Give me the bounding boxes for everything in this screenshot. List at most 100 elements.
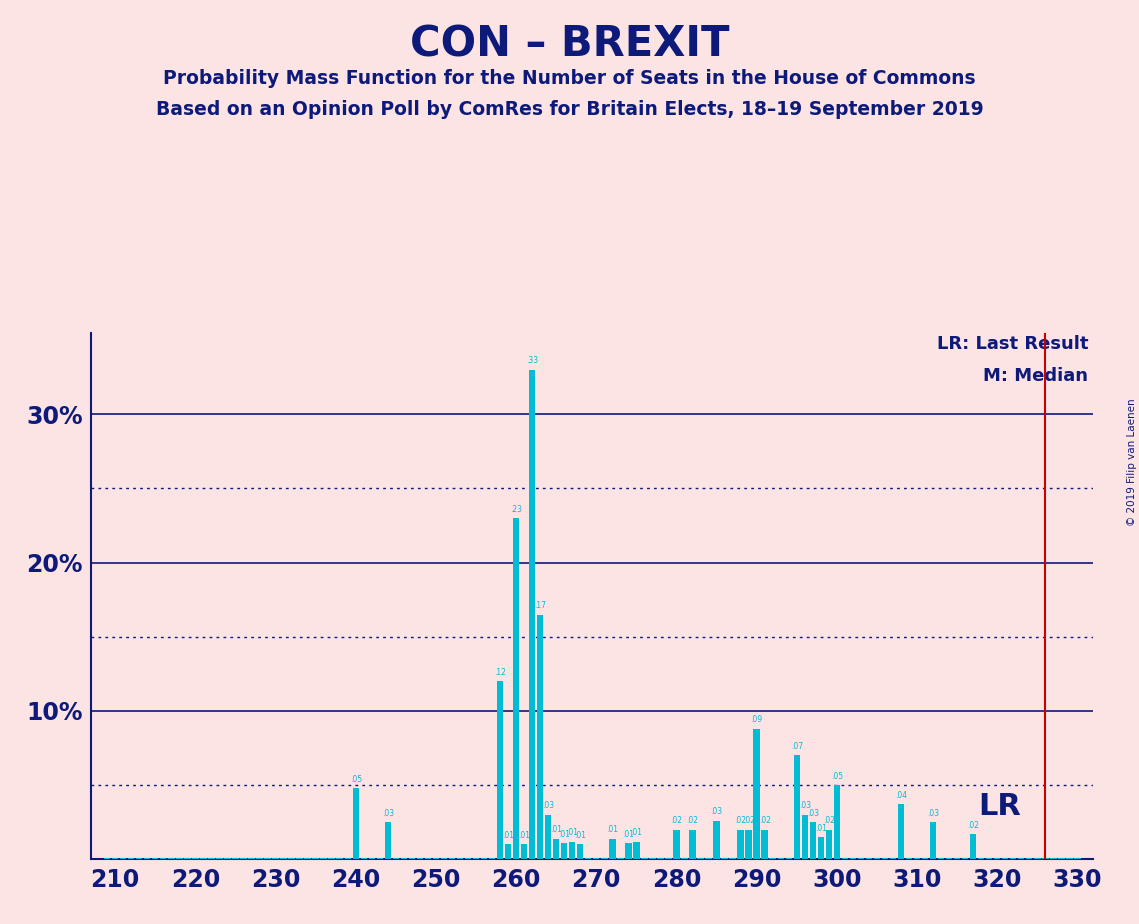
Bar [441, 857, 448, 859]
Bar [169, 857, 174, 859]
Bar [874, 857, 880, 859]
Bar [112, 857, 118, 859]
Bar [120, 857, 126, 859]
Bar [296, 857, 303, 859]
Bar [945, 857, 952, 859]
Bar [1010, 857, 1016, 859]
Bar [288, 857, 295, 859]
Bar [1026, 857, 1032, 859]
Bar [802, 815, 808, 859]
Bar [433, 857, 440, 859]
Bar [417, 857, 423, 859]
Bar [697, 857, 704, 859]
Bar [336, 857, 343, 859]
Bar [554, 839, 559, 859]
Bar [609, 839, 615, 859]
Bar [224, 857, 230, 859]
Bar [673, 830, 680, 859]
Bar [505, 845, 511, 859]
Text: .03: .03 [542, 801, 555, 810]
Text: .02: .02 [967, 821, 980, 830]
Text: © 2019 Filip van Laenen: © 2019 Filip van Laenen [1126, 398, 1137, 526]
Bar [617, 857, 623, 859]
Text: LR: Last Result: LR: Last Result [937, 335, 1089, 353]
Text: CON – BREXIT: CON – BREXIT [410, 23, 729, 65]
Bar [729, 857, 736, 859]
Text: .02: .02 [822, 816, 835, 825]
Bar [489, 857, 495, 859]
Bar [385, 822, 391, 859]
Bar [144, 857, 150, 859]
Bar [633, 842, 640, 859]
Bar [625, 843, 631, 859]
Bar [890, 857, 896, 859]
Bar [361, 857, 367, 859]
Text: .09: .09 [751, 715, 763, 724]
Text: .01: .01 [502, 831, 514, 840]
Bar [858, 857, 865, 859]
Text: .03: .03 [798, 801, 811, 810]
Bar [842, 857, 849, 859]
Bar [937, 857, 944, 859]
Bar [713, 821, 720, 859]
Bar [562, 843, 567, 859]
Bar [921, 857, 928, 859]
Bar [1002, 857, 1008, 859]
Bar [272, 857, 279, 859]
Bar [1034, 857, 1041, 859]
Text: .02: .02 [759, 816, 771, 825]
Bar [577, 845, 583, 859]
Bar [737, 830, 744, 859]
Bar [850, 857, 857, 859]
Bar [1018, 857, 1024, 859]
Bar [866, 857, 872, 859]
Bar [544, 815, 551, 859]
Bar [473, 857, 480, 859]
Bar [161, 857, 166, 859]
Bar [393, 857, 399, 859]
Text: .01: .01 [606, 825, 618, 834]
Bar [1074, 857, 1081, 859]
Bar [962, 857, 968, 859]
Text: LR: LR [978, 792, 1022, 821]
Bar [970, 834, 976, 859]
Bar [513, 518, 519, 859]
Bar [153, 857, 158, 859]
Text: .03: .03 [711, 808, 722, 816]
Bar [810, 822, 816, 859]
Bar [353, 788, 359, 859]
Bar [834, 785, 841, 859]
Text: .05: .05 [350, 774, 362, 784]
Text: .01: .01 [518, 831, 530, 840]
Bar [320, 857, 327, 859]
Text: .01: .01 [574, 831, 587, 840]
Text: .23: .23 [510, 505, 522, 514]
Text: .04: .04 [895, 791, 907, 800]
Bar [593, 857, 599, 859]
Bar [264, 857, 271, 859]
Bar [762, 830, 768, 859]
Bar [369, 857, 375, 859]
Bar [344, 857, 351, 859]
Bar [745, 830, 752, 859]
Text: .05: .05 [830, 772, 843, 781]
Text: Probability Mass Function for the Number of Seats in the House of Commons: Probability Mass Function for the Number… [163, 69, 976, 89]
Text: .01: .01 [814, 823, 827, 833]
Bar [216, 857, 222, 859]
Bar [248, 857, 255, 859]
Text: .02: .02 [687, 816, 698, 825]
Bar [1050, 857, 1057, 859]
Bar [601, 857, 607, 859]
Text: Based on an Opinion Poll by ComRes for Britain Elects, 18–19 September 2019: Based on an Opinion Poll by ComRes for B… [156, 100, 983, 119]
Text: .01: .01 [622, 830, 634, 839]
Text: .02: .02 [743, 816, 755, 825]
Bar [280, 857, 287, 859]
Bar [585, 857, 591, 859]
Text: .01: .01 [558, 830, 571, 839]
Bar [200, 857, 206, 859]
Text: .02: .02 [735, 816, 747, 825]
Bar [786, 857, 792, 859]
Bar [778, 857, 784, 859]
Bar [1066, 857, 1073, 859]
Bar [232, 857, 239, 859]
